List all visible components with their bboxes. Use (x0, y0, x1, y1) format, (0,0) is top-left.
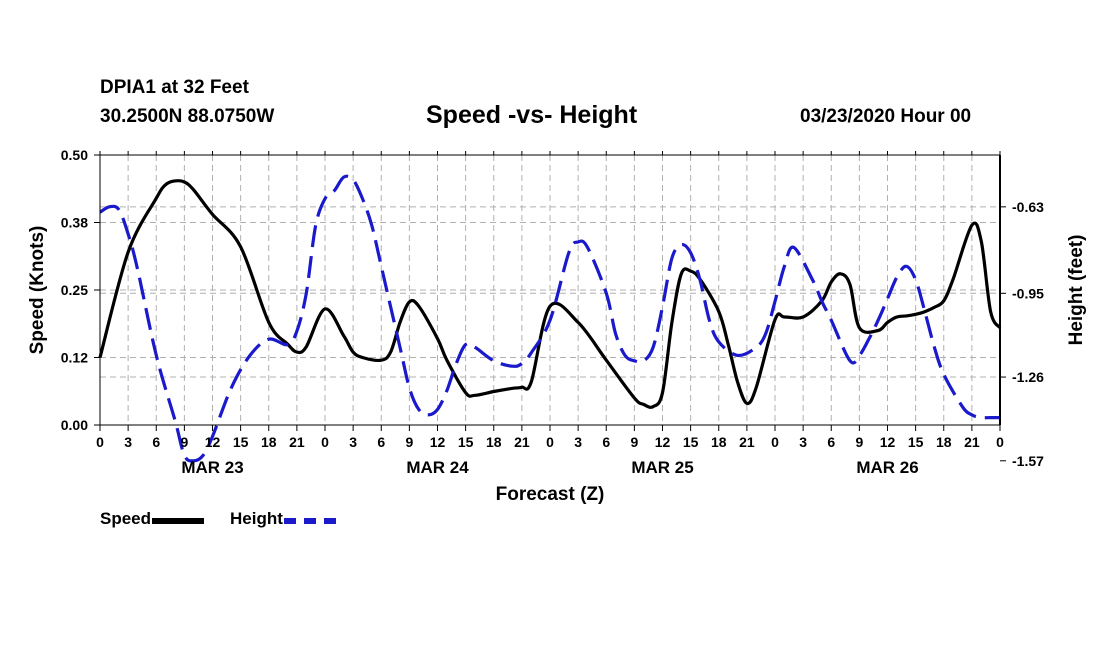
legend-speed-swatch (152, 518, 205, 524)
forecast-datetime: 03/23/2020 Hour 00 (800, 106, 972, 127)
x-tick-label: 3 (799, 434, 807, 450)
x-tick-label: 18 (486, 434, 502, 450)
axes: 0 3 6 9 12 15 18 21 0 3 6 9 12 15 18 21 0 3 6 9 12 15 18 21 0 3 6 9… (61, 147, 1044, 477)
chart-title: Speed -vs- Height (426, 101, 638, 129)
x-day-label: MAR 26 (856, 458, 918, 477)
x-tick-label: 9 (180, 434, 188, 450)
x-tick-label: 6 (152, 434, 160, 450)
x-tick-label: 15 (683, 434, 699, 450)
y-tick-label: 0.50 (61, 147, 88, 163)
y2-tick-label: -1.26 (1012, 369, 1044, 385)
x-day-label: MAR 24 (406, 458, 469, 477)
x-tick-label: 6 (377, 434, 385, 450)
legend-height: Height (230, 509, 336, 529)
series-height-line (99, 174, 1000, 463)
x-tick-label: 3 (349, 434, 357, 450)
legend-height-label: Height (230, 509, 283, 528)
y-axis-label: Speed (Knots) (27, 226, 48, 355)
x-tick-label: 21 (514, 434, 530, 450)
y2-tick-label: -1.57 (1012, 453, 1044, 469)
x-tick-label: 21 (964, 434, 980, 450)
x-tick-label: 12 (205, 434, 221, 450)
x-tick-label: 15 (233, 434, 249, 450)
x-tick-label: 0 (771, 434, 779, 450)
x-tick-label: 6 (827, 434, 835, 450)
y2-axis-label: Height (feet) (1066, 235, 1087, 346)
grid (100, 155, 1000, 425)
x-tick-label: 18 (936, 434, 952, 450)
x-day-label: MAR 25 (631, 458, 693, 477)
y2-tick-label: -0.63 (1012, 199, 1044, 215)
x-tick-label: 9 (855, 434, 863, 450)
x-tick-label: 6 (602, 434, 610, 450)
x-tick-label: 12 (880, 434, 896, 450)
x-tick-label: 9 (630, 434, 638, 450)
y2-tick-label: -0.95 (1012, 285, 1044, 301)
x-tick-label: 0 (996, 434, 1004, 450)
x-tick-label: 3 (124, 434, 132, 450)
series-layer (98, 174, 1002, 463)
x-tick-label: 0 (546, 434, 554, 450)
x-tick-label: 0 (96, 434, 104, 450)
x-tick-label: 0 (321, 434, 329, 450)
y-tick-label: 0.25 (61, 282, 88, 298)
station-label: DPIA1 at 32 Feet (100, 77, 249, 98)
legend-height-swatch (283, 518, 336, 524)
x-tick-label: 12 (430, 434, 446, 450)
x-tick-label: 18 (711, 434, 727, 450)
x-tick-label: 12 (655, 434, 671, 450)
legend-speed: Speed (100, 509, 205, 529)
x-tick-label: 21 (739, 434, 755, 450)
y-tick-label: 0.12 (61, 350, 88, 366)
x-day-label: MAR 23 (181, 458, 243, 477)
x-tick-label: 3 (574, 434, 582, 450)
x-axis-label: Forecast (Z) (496, 484, 605, 505)
x-tick-label: 21 (289, 434, 305, 450)
y-tick-label: 0.38 (61, 215, 88, 231)
x-tick-label: 18 (261, 434, 277, 450)
y-tick-label: 0.00 (61, 417, 88, 433)
series-speed-line (98, 179, 1002, 409)
coordinates-label: 30.2500N 88.0750W (100, 106, 275, 127)
x-tick-label: 15 (908, 434, 924, 450)
x-tick-label: 9 (405, 434, 413, 450)
legend-speed-label: Speed (100, 509, 152, 528)
x-tick-label: 15 (458, 434, 474, 450)
